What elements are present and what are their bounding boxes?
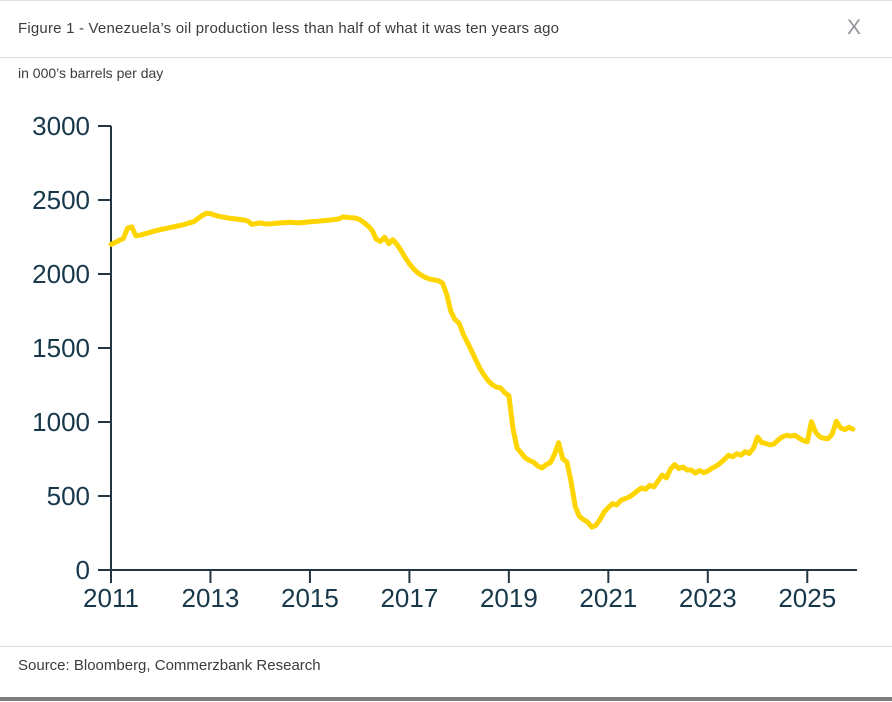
svg-text:1500: 1500 (32, 333, 90, 363)
figure-header: Figure 1 - Venezuela’s oil production le… (0, 1, 892, 58)
svg-text:2000: 2000 (32, 259, 90, 289)
svg-text:2017: 2017 (380, 583, 438, 613)
svg-text:2015: 2015 (281, 583, 339, 613)
svg-text:2021: 2021 (579, 583, 637, 613)
svg-text:2500: 2500 (32, 185, 90, 215)
svg-text:2023: 2023 (679, 583, 737, 613)
source-note: Source: Bloomberg, Commerzbank Research (18, 657, 321, 674)
window-bottom-bar (0, 697, 892, 701)
svg-text:3000: 3000 (32, 111, 90, 141)
svg-text:1000: 1000 (32, 407, 90, 437)
chart-unit-label: in 000’s barrels per day (18, 65, 164, 81)
svg-text:2019: 2019 (480, 583, 538, 613)
close-icon[interactable]: X (840, 14, 868, 42)
svg-text:500: 500 (47, 481, 90, 511)
figure-title: Figure 1 - Venezuela’s oil production le… (18, 20, 560, 37)
footer-divider (0, 646, 892, 647)
svg-text:2011: 2011 (83, 583, 139, 613)
svg-text:2025: 2025 (778, 583, 836, 613)
svg-text:0: 0 (76, 555, 90, 585)
svg-text:2013: 2013 (182, 583, 240, 613)
